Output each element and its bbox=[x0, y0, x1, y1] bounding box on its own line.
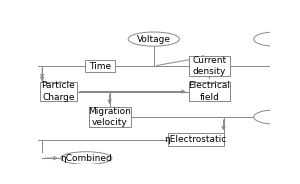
Text: ηCombined: ηCombined bbox=[60, 154, 112, 163]
Ellipse shape bbox=[254, 32, 296, 46]
FancyBboxPatch shape bbox=[189, 56, 230, 76]
FancyBboxPatch shape bbox=[168, 133, 224, 146]
Text: Particle
Charge: Particle Charge bbox=[41, 82, 75, 102]
FancyBboxPatch shape bbox=[85, 60, 116, 72]
Ellipse shape bbox=[61, 152, 112, 164]
Text: Time: Time bbox=[89, 61, 111, 70]
Text: Migration
velocity: Migration velocity bbox=[88, 107, 131, 127]
Text: Voltage: Voltage bbox=[137, 35, 171, 44]
FancyBboxPatch shape bbox=[40, 82, 77, 101]
Text: ηElectrostatic: ηElectrostatic bbox=[164, 135, 227, 144]
Text: Electrical
field: Electrical field bbox=[189, 82, 231, 102]
Text: Current
density: Current density bbox=[193, 56, 226, 76]
Ellipse shape bbox=[254, 110, 296, 124]
Ellipse shape bbox=[128, 32, 179, 46]
FancyBboxPatch shape bbox=[89, 107, 130, 127]
FancyBboxPatch shape bbox=[189, 82, 230, 101]
